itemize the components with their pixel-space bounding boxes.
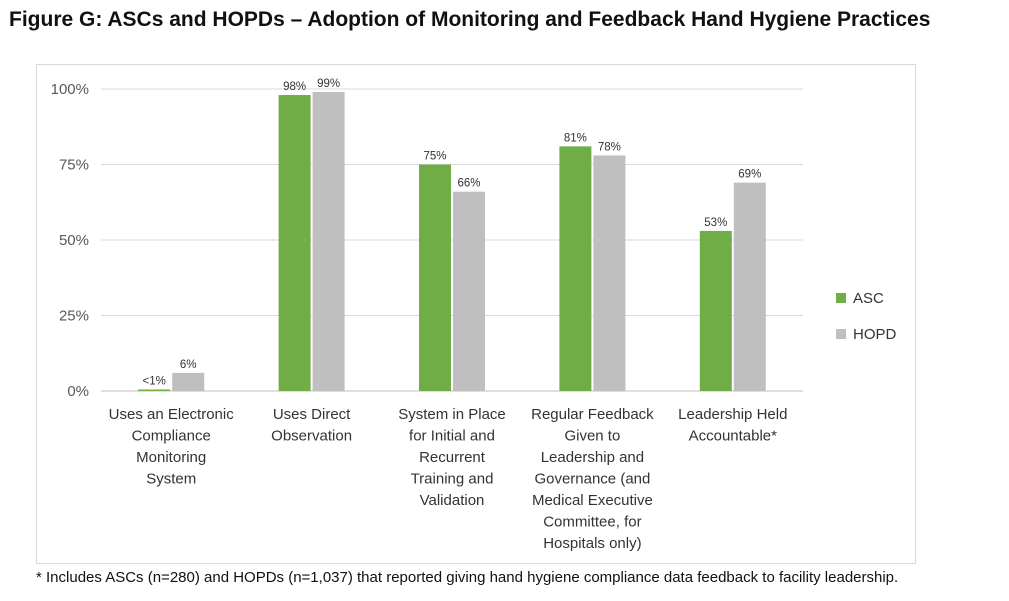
x-category-label: Leadership Held Accountable* xyxy=(678,406,787,445)
bar-asc xyxy=(419,164,451,391)
x-category-label: System in Place for Initial and Recurrent T… xyxy=(398,406,506,509)
chart-frame: 0% 25% 50% 75% 100% <1% 98% 75% 81% 53% 6% 99% 66% 78… xyxy=(36,64,916,564)
data-label-asc: <1% xyxy=(143,375,166,387)
figure-title: Figure G: ASCs and HOPDs – Adoption of M… xyxy=(9,8,931,31)
bar-hopd xyxy=(733,182,766,391)
y-tick-label: 50% xyxy=(59,232,89,249)
bar-hopd xyxy=(453,191,485,391)
legend-label-hopd: HOPD xyxy=(853,326,897,343)
bar-asc xyxy=(138,389,171,391)
data-label-hopd: 99% xyxy=(317,78,340,90)
data-label-asc: 75% xyxy=(423,151,446,163)
data-label-hopd: 69% xyxy=(738,169,761,181)
data-label-hopd: 66% xyxy=(457,178,480,190)
bar-hopd xyxy=(172,372,205,391)
bar-asc xyxy=(278,95,311,391)
data-label-asc: 98% xyxy=(283,81,306,93)
y-tick-label: 75% xyxy=(59,157,89,174)
bar-asc xyxy=(699,230,732,391)
y-tick-label: 25% xyxy=(59,308,89,325)
bar-asc xyxy=(559,146,592,391)
data-label-asc: 81% xyxy=(564,132,587,144)
y-tick-label: 0% xyxy=(67,383,89,400)
footnote: * Includes ASCs (n=280) and HOPDs (n=1,0… xyxy=(36,569,899,586)
bar-chart: 0% 25% 50% 75% 100% <1% 98% 75% 81% 53% 6% 99% 66% 78… xyxy=(51,78,897,552)
data-label-asc: 53% xyxy=(704,217,727,229)
legend-swatch-hopd xyxy=(836,329,846,339)
data-label-hopd: 6% xyxy=(180,359,197,371)
x-category-label: Regular Feedback Given to Leadership and Go… xyxy=(531,406,654,552)
legend-label-asc: ASC xyxy=(853,290,884,307)
x-category-label: Uses an Electronic Compliance Monitoring Sy… xyxy=(109,406,235,488)
bar-hopd xyxy=(593,155,626,391)
x-category-label: Uses Direct Observation xyxy=(271,406,352,445)
y-tick-label: 100% xyxy=(51,81,89,98)
data-label-hopd: 78% xyxy=(598,141,621,153)
legend-swatch-asc xyxy=(836,293,846,303)
bar-hopd xyxy=(312,92,345,391)
